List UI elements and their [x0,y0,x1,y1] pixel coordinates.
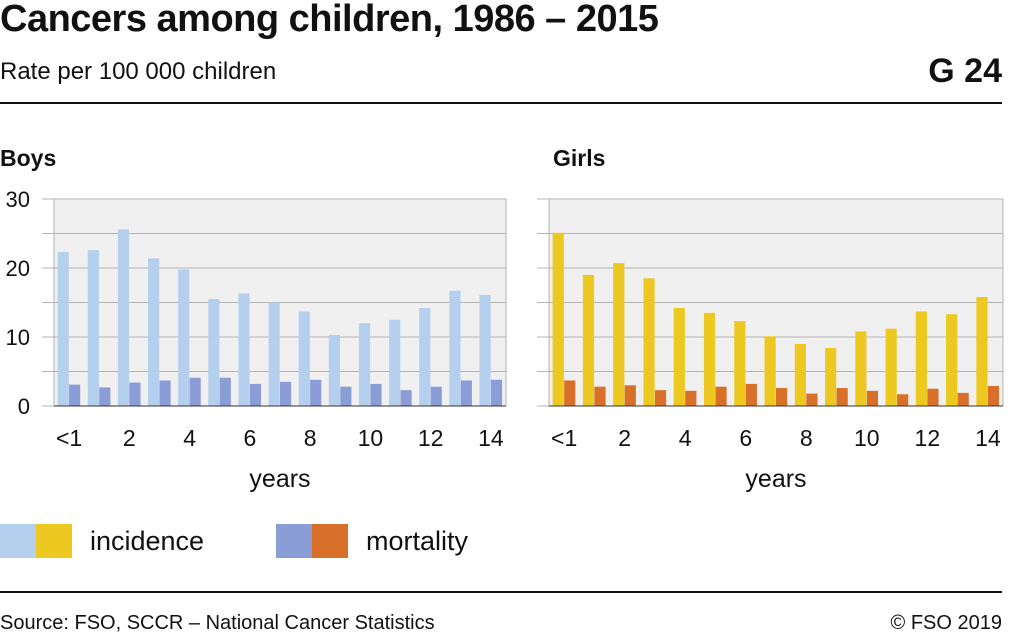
bar-incidence-boys [389,319,401,406]
bar-mortality-boys [99,387,111,406]
page-subtitle: Rate per 100 000 children [0,58,277,85]
legend-swatch-boys-incidence [0,524,36,558]
y-tick-label-boys: 20 [6,256,30,281]
bar-incidence-girls [643,278,655,406]
bar-mortality-girls [594,386,606,406]
bar-incidence-girls [764,336,776,406]
bar-mortality-boys [430,386,442,406]
bar-incidence-boys [298,311,310,406]
panel-title-boys: Boys [0,145,56,171]
bar-incidence-girls [794,343,806,406]
bar-mortality-girls [745,383,757,406]
bar-incidence-boys [419,308,431,406]
x-tick-label-boys: 14 [478,425,504,451]
bar-mortality-girls [836,388,848,406]
x-tick-label-girls: 4 [679,425,692,451]
x-tick-label-girls: 6 [739,425,752,451]
bar-mortality-girls [715,386,727,406]
bar-incidence-girls [703,312,716,406]
bar-mortality-girls [685,390,697,406]
bar-mortality-girls [927,388,939,406]
legend-label-incidence: incidence [90,526,205,556]
bar-incidence-boys [479,294,491,406]
bar-incidence-girls [552,232,564,406]
bar-incidence-boys [148,258,160,406]
y-tick-label-boys: 30 [6,187,30,212]
legend-swatch-girls-incidence [36,524,72,558]
bar-mortality-boys [129,382,141,406]
bar-mortality-girls [654,390,667,406]
x-tick-label-girls: 10 [854,425,880,451]
bar-incidence-boys [328,334,340,406]
panel-title-girls: Girls [553,145,605,171]
bar-incidence-girls [613,263,625,406]
bar-mortality-boys [340,386,352,406]
bar-incidence-girls [855,331,867,406]
bar-incidence-girls [734,321,746,406]
legend-label-mortality: mortality [366,526,469,556]
copyright: © FSO 2019 [890,612,1002,634]
bar-incidence-boys [268,302,280,406]
x-axis-label-girls: years [745,465,806,493]
bar-incidence-boys [87,250,99,406]
x-tick-label-boys: 12 [418,425,444,451]
page-title: Cancers among children, 1986 – 2015 [0,0,659,40]
bar-incidence-boys [57,252,69,406]
bar-mortality-boys [280,381,292,406]
bar-incidence-girls [946,314,958,406]
legend-swatch-girls-mortality [312,524,348,558]
legend-swatch-boys-mortality [276,524,312,558]
x-tick-label-girls: <1 [551,425,577,451]
x-tick-label-girls: 8 [800,425,813,451]
x-tick-label-boys: 2 [123,425,136,451]
y-tick-label-boys: 10 [6,325,30,350]
bar-mortality-girls [866,390,878,406]
bar-mortality-boys [159,380,171,406]
bar-incidence-girls [825,348,837,406]
x-tick-label-girls: 14 [975,425,1001,451]
bar-incidence-girls [976,296,988,406]
bar-mortality-boys [310,379,322,406]
bar-incidence-boys [117,229,130,406]
bar-incidence-boys [449,290,461,406]
header-rule [0,102,1002,104]
bar-incidence-girls [915,311,928,406]
footer-rule [0,591,1002,593]
bar-mortality-girls [564,380,576,406]
bar-mortality-boys [460,380,472,406]
bar-mortality-girls [987,385,1000,406]
bar-mortality-boys [249,383,262,406]
bar-mortality-boys [219,377,231,406]
bar-incidence-boys [358,323,371,406]
bar-mortality-boys [400,390,412,406]
bar-incidence-girls [673,308,685,406]
x-tick-label-girls: 2 [618,425,631,451]
figure-code: G 24 [928,52,1002,90]
x-tick-label-boys: 4 [183,425,196,451]
x-tick-label-boys: <1 [56,425,82,451]
bar-mortality-boys [189,377,201,406]
x-tick-label-boys: 10 [358,425,384,451]
x-tick-label-boys: 8 [304,425,317,451]
bar-mortality-girls [957,392,969,406]
bar-incidence-girls [582,274,595,406]
bar-mortality-boys [490,379,503,406]
x-tick-label-girls: 12 [915,425,941,451]
bar-incidence-boys [208,299,220,406]
bar-incidence-girls [885,328,897,406]
bar-mortality-boys [370,383,382,406]
bar-mortality-boys [69,384,81,406]
x-tick-label-boys: 6 [243,425,256,451]
bar-mortality-girls [776,388,788,406]
bar-mortality-girls [806,393,818,406]
x-axis-label-boys: years [249,465,310,493]
bar-mortality-girls [624,385,636,406]
bar-incidence-boys [178,269,190,406]
source-note: Source: FSO, SCCR – National Cancer Stat… [0,612,435,634]
bar-incidence-boys [238,293,250,406]
y-tick-label-boys: 0 [18,394,30,419]
bar-mortality-girls [897,394,909,406]
